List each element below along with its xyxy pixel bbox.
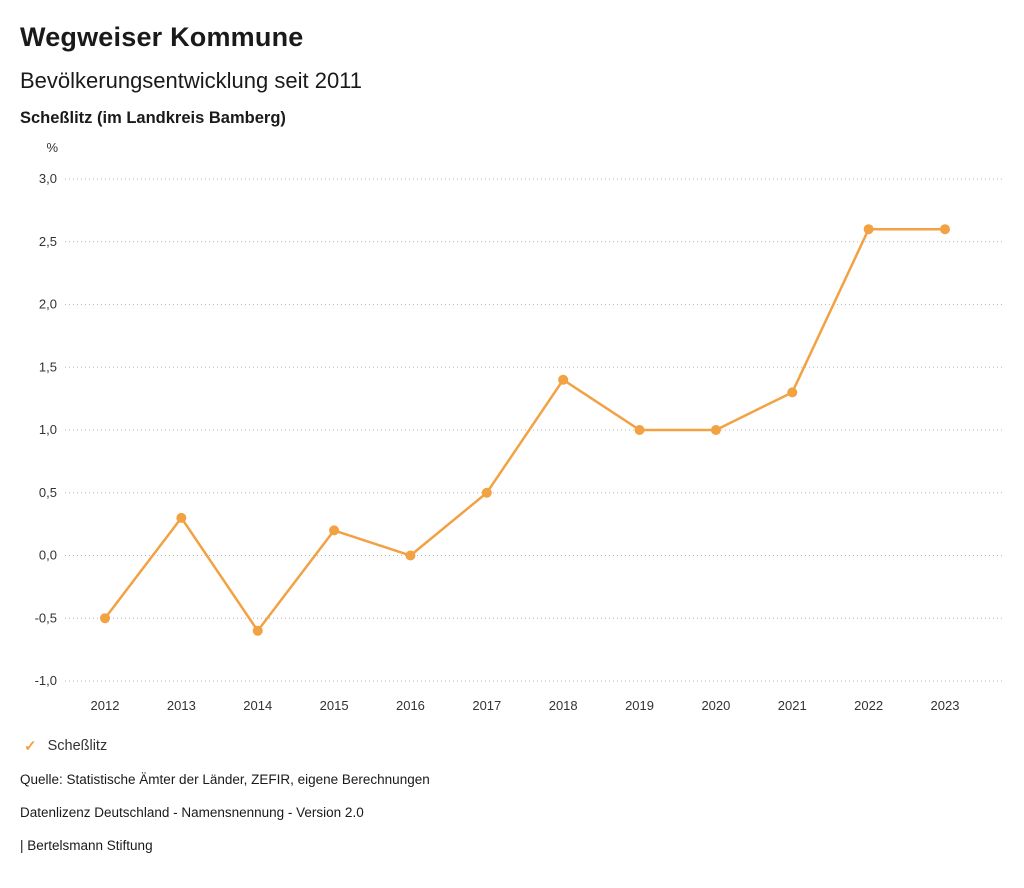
population-line-chart[interactable]: % 3,0 2,5 2,0 1,5 1,0 0,5 0,0 -0,5 -1,0 2012 2013 20…	[0, 134, 1024, 724]
data-point[interactable]	[787, 387, 798, 398]
source-text: Quelle: Statistische Ämter der Länder, Z…	[20, 772, 430, 787]
x-axis-tick-label: 2016	[396, 698, 425, 713]
y-axis-tick-label: -1,0	[35, 673, 57, 688]
chart-region-subtitle: Scheßlitz (im Landkreis Bamberg)	[20, 109, 286, 127]
data-point[interactable]	[405, 550, 416, 561]
data-point[interactable]	[329, 525, 340, 536]
legend-check-icon: ✓	[24, 737, 37, 755]
legend-item-schesslitz[interactable]: ✓ Scheßlitz	[0, 738, 1024, 754]
data-point[interactable]	[100, 613, 110, 624]
chart-title: Bevölkerungsentwicklung seit 2011	[20, 68, 363, 93]
y-axis-tick-label: 1,5	[39, 359, 57, 374]
x-axis-tick-label: 2022	[854, 698, 883, 713]
data-point[interactable]	[252, 625, 263, 636]
data-point[interactable]	[176, 512, 187, 523]
y-axis-tick-label: 2,0	[39, 297, 57, 312]
y-axis-tick-label: 0,5	[39, 485, 57, 500]
page-title: Wegweiser Kommune	[20, 22, 304, 52]
x-axis-tick-label: 2012	[91, 698, 120, 713]
x-axis-tick-label: 2020	[701, 698, 730, 713]
x-axis-tick-label: 2023	[931, 698, 960, 713]
y-axis-tick-label: 2,5	[39, 234, 57, 249]
x-axis-tick-label: 2019	[625, 698, 654, 713]
x-axis-tick-label: 2014	[243, 698, 272, 713]
data-point[interactable]	[710, 425, 721, 435]
y-axis-tick-label: 3,0	[39, 171, 57, 186]
attribution-text: | Bertelsmann Stiftung	[20, 838, 153, 853]
x-axis-tick-label: 2021	[778, 698, 807, 713]
legend-label: Scheßlitz	[47, 738, 108, 754]
series-line	[103, 227, 947, 633]
chart-header: Wegweiser Kommune Bevölkerungsentwicklun…	[0, 0, 1024, 128]
x-axis-tick-label: 2015	[320, 698, 349, 713]
y-axis-tick-label: 1,0	[39, 422, 57, 437]
data-point[interactable]	[634, 425, 645, 435]
data-point[interactable]	[558, 374, 569, 385]
x-axis-tick-label: 2018	[549, 698, 578, 713]
data-point[interactable]	[940, 224, 950, 235]
data-point[interactable]	[481, 487, 492, 498]
chart-footer: Quelle: Statistische Ämter der Länder, Z…	[0, 772, 1024, 853]
license-text: Datenlizenz Deutschland - Namensnennung …	[20, 805, 364, 820]
y-axis-unit-label: %	[46, 140, 58, 155]
x-axis-tick-label: 2013	[167, 698, 196, 713]
y-axis-tick-label: -0,5	[35, 610, 57, 625]
data-point[interactable]	[863, 224, 874, 235]
x-axis-tick-label: 2017	[472, 698, 501, 713]
y-axis-tick-label: 0,0	[39, 548, 57, 563]
